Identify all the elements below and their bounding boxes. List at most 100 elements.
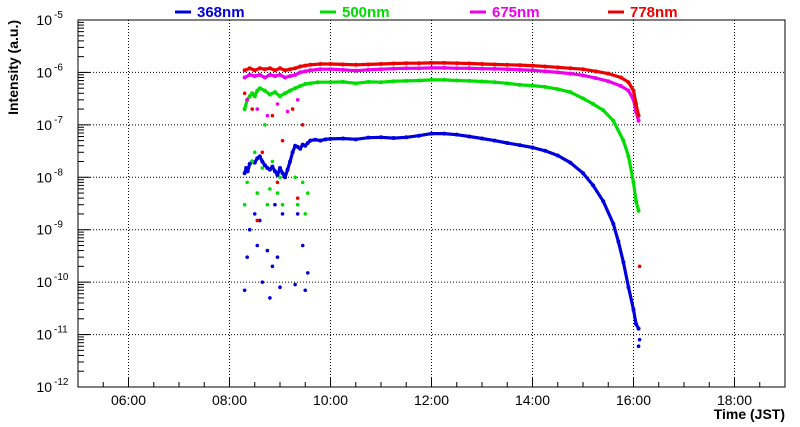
data-point [303,212,308,216]
data-point [275,180,280,185]
data-point [315,80,320,85]
data-point [308,138,313,143]
grid [78,20,785,387]
data-point [242,91,247,96]
data-point [244,166,249,171]
y-tick-exponent: -5 [54,10,63,21]
data-point [270,264,275,269]
data-point [295,212,300,216]
data-point [442,131,447,136]
data-point [517,67,522,72]
data-point [581,171,585,176]
data-point [366,67,371,72]
data-point [283,75,288,80]
data-point [568,160,573,165]
data-point [404,61,409,66]
data-point [295,196,300,200]
data-point [634,199,639,204]
data-point [245,169,250,174]
y-tick-label: 10 [36,12,52,28]
data-point [250,159,255,164]
y-tick-base: 10 [36,327,52,343]
data-point [318,67,323,72]
series-layer [242,60,642,349]
data-point [353,68,358,73]
data-point [257,66,262,71]
data-point [300,123,305,127]
data-point [270,159,275,164]
data-point [593,69,598,74]
y-tick-base: 10 [36,12,52,28]
data-point [308,68,313,73]
data-point [555,153,560,158]
data-point [530,83,535,88]
x-axis: 06:00 08:00 10:00 12:00 14:00 16:00 18:00 [77,377,786,408]
data-point [341,136,346,141]
data-point [247,227,252,232]
data-point [328,61,333,66]
data-point [313,137,318,142]
data-point [505,141,510,146]
data-point [267,66,272,71]
data-point [530,68,535,73]
data-point [626,285,631,290]
data-point [606,71,611,76]
data-point [341,62,346,67]
data-point [278,166,282,171]
data-point [404,66,409,71]
y-tick-exponent: -7 [54,115,63,126]
data-point [631,307,636,312]
data-point [303,143,308,148]
data-point [492,80,497,85]
data-point [636,344,641,349]
data-point [323,137,328,142]
data-point [442,65,447,70]
data-point [305,271,310,275]
data-point [593,76,598,81]
data-point [379,80,383,85]
y-tick-exponent: -10 [54,272,69,283]
series-778nm [242,60,642,269]
data-point [391,79,396,84]
data-point [258,218,262,223]
data-point [308,62,313,67]
data-point [278,285,282,290]
y-tick-label: 10 [36,274,52,290]
y-tick-label: 10 [36,327,52,343]
data-point [270,164,275,169]
data-point [467,61,472,66]
data-point [278,94,282,99]
data-point [416,66,421,71]
data-point [626,88,631,93]
data-point [255,88,260,93]
data-point [288,74,293,79]
data-point [626,154,631,159]
data-point [366,79,371,84]
data-point [416,61,421,66]
data-point [429,65,434,70]
data-point [366,135,371,140]
y-tick-base: 10 [36,169,52,185]
data-point [601,108,606,113]
data-point [265,113,270,118]
data-point [517,143,522,148]
data-point [293,282,297,287]
data-point [611,221,616,226]
data-point [275,191,280,195]
data-point [245,255,249,259]
data-point [467,78,472,83]
data-point [429,60,434,65]
x-axis-title: Time (JST) [714,406,785,422]
data-point [263,123,267,127]
data-point [242,107,247,112]
data-point [288,88,293,93]
y-tick-label: 10 [36,379,52,395]
data-point [260,159,265,164]
data-point [454,132,459,137]
data-point [308,81,313,86]
y-tick-exponent: -11 [54,325,68,336]
data-point [581,67,585,72]
data-point [555,65,560,70]
